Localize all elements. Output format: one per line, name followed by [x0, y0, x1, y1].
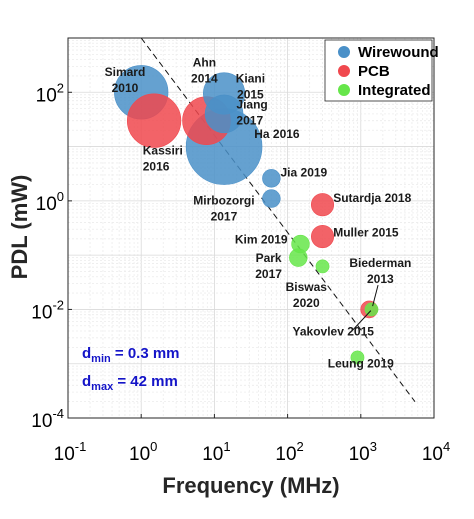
tick-base: 10: [54, 444, 75, 465]
annotation-label: 2010: [112, 81, 139, 95]
annotation-label: Jia 2019: [281, 166, 328, 180]
annotation-label: 2017: [255, 267, 282, 281]
tick-base: 10: [349, 444, 370, 465]
legend-entry: Wirewound: [358, 44, 439, 61]
tick-exponent: 0: [57, 189, 64, 204]
annotation-label: 2017: [211, 210, 238, 224]
x-tick-label: 10-1: [54, 439, 87, 465]
tick-base: 10: [275, 444, 296, 465]
tick-base: 10: [202, 444, 223, 465]
legend-marker: [338, 46, 350, 58]
trend-line: [140, 37, 416, 402]
tick-exponent: 2: [297, 439, 304, 454]
x-tick-label: 104: [422, 439, 450, 465]
tick-base: 10: [422, 444, 443, 465]
annotation-label: 2016: [143, 159, 170, 173]
annotation-label: Mirbozorgi: [193, 194, 254, 208]
tick-exponent: -4: [52, 406, 64, 421]
legend-entry: Integrated: [358, 82, 431, 99]
bubbles: [114, 65, 379, 365]
tick-base: 10: [36, 194, 57, 215]
tick-base: 10: [129, 444, 150, 465]
annotation-label: Leung 2019: [328, 357, 394, 371]
annotation-label: Park: [256, 251, 282, 265]
tick-exponent: 4: [443, 439, 450, 454]
bubble-park-2017: [289, 248, 308, 267]
annotation-label: Muller 2015: [333, 226, 399, 240]
tick-exponent: 3: [370, 439, 377, 454]
x-axis-title: Frequency (MHz): [162, 473, 339, 498]
dimension-note: dmax = 42 mm: [82, 373, 178, 393]
bubble-kassiri-2016: [126, 93, 182, 148]
annotation-label: Kassiri: [143, 143, 183, 157]
bubble-biederman-2013: [364, 302, 379, 317]
annotation-label: Jiang: [236, 98, 267, 112]
annotation-label: Kiani: [236, 72, 265, 86]
annotation-label: Biederman: [349, 256, 411, 270]
x-tick-label: 102: [275, 439, 303, 465]
x-tick-label: 100: [129, 439, 157, 465]
diagonal-dashed-line: [140, 37, 416, 402]
tick-exponent: 2: [57, 80, 64, 95]
bubble-biswas-2020: [315, 259, 330, 274]
annotations: Simard 2010 Ahn 2014 Kiani 2015 Kassiri 2016 Jia…: [105, 55, 412, 370]
y-tick-label: 100: [36, 189, 64, 215]
legend-marker: [338, 84, 350, 96]
annotation-leader: [372, 285, 379, 307]
plot-frame: [67, 37, 435, 419]
tick-exponent: -1: [75, 439, 87, 454]
dim-main: d: [82, 345, 91, 362]
axes-frame: [67, 37, 435, 419]
annotation-label: Yakovlev 2015: [293, 325, 375, 339]
tick-exponent: -2: [52, 297, 64, 312]
tick-base: 10: [31, 411, 52, 432]
bubble-sutardja-2018: [311, 193, 335, 217]
tick-exponent: 1: [223, 439, 230, 454]
annotation-label: Sutardja 2018: [333, 191, 411, 205]
annotation-label: Ahn: [193, 55, 216, 69]
tick-base: 10: [36, 85, 57, 106]
dim-value: = 0.3 mm: [111, 345, 180, 362]
annotation-leader: [352, 310, 372, 331]
annotation-label: 2015: [237, 88, 264, 102]
dim-sub: min: [91, 353, 111, 365]
bubble-muller-2015: [311, 225, 335, 249]
dim-main: d: [82, 373, 91, 390]
annotation-label: Biswas: [286, 280, 328, 294]
annotation-label: Simard: [105, 65, 146, 79]
tick-base: 10: [31, 302, 52, 323]
dim-value: = 42 mm: [113, 373, 178, 390]
y-axis-title: PDL (mW): [7, 175, 32, 280]
y-tick-label: 10-2: [31, 297, 64, 323]
annotation-label: 2014: [191, 71, 218, 85]
annotation-label: 2013: [367, 272, 394, 286]
annotation-label: 2017: [236, 114, 263, 128]
bubble-jia-2019: [262, 169, 281, 188]
legend-entry: PCB: [358, 63, 390, 80]
tick-exponent: 0: [150, 439, 157, 454]
annotation-label: 2020: [293, 296, 320, 310]
dimension-note: dmin = 0.3 mm: [82, 345, 180, 365]
legend-marker: [338, 65, 350, 77]
bubble-leung-2019: [350, 350, 365, 365]
y-tick-label: 10-4: [31, 406, 64, 432]
annotation-label: Kim 2019: [235, 232, 288, 246]
x-tick-label: 103: [349, 439, 377, 465]
annotation-label: Ha 2016: [254, 127, 300, 141]
dim-sub: max: [91, 381, 114, 393]
x-tick-label: 101: [202, 439, 230, 465]
y-tick-label: 102: [36, 80, 64, 106]
bubble-jiang-2017: [204, 94, 244, 134]
bubble-mirbozorgi-2017: [262, 189, 281, 208]
legend: Wirewound PCB Integrated: [324, 39, 439, 102]
